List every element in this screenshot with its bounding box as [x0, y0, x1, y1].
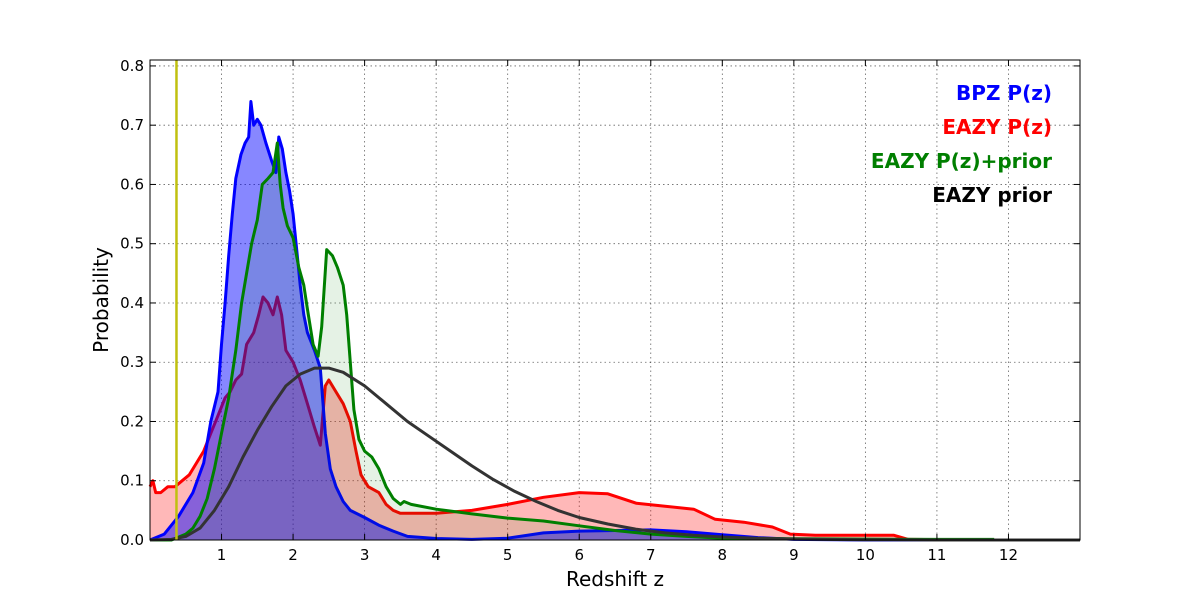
y-tick-label: 0.0 — [120, 531, 144, 549]
y-tick-label: 0.5 — [120, 235, 144, 253]
x-tick-label: 4 — [431, 546, 441, 564]
series-line-eazy-prior — [149, 366, 1080, 542]
y-tick-label: 0.8 — [120, 57, 144, 75]
x-tick-label: 10 — [856, 546, 875, 564]
legend-entry-bpz: BPZ P(z) — [956, 81, 1052, 105]
x-tick-label: 1 — [217, 546, 227, 564]
series-area-eazy-p-z-prior — [150, 143, 995, 540]
series-layer — [148, 100, 1080, 542]
y-tick-label: 0.4 — [120, 294, 144, 312]
y-tick-label: 0.7 — [120, 116, 144, 134]
x-axis-title: Redshift z — [566, 567, 664, 591]
series-area-eazy-p-z — [150, 297, 995, 540]
x-tick-label: 6 — [574, 546, 584, 564]
legend-entry-eazy: EAZY P(z) — [942, 115, 1052, 139]
series-area-bpz-p-z — [150, 101, 1080, 540]
ticks: 1 2 3 4 5 6 7 8 9 10 11 120.00.10.20.30.40.50.60.70… — [120, 57, 1080, 564]
x-tick-label: 7 — [646, 546, 656, 564]
x-tick-label: 5 — [503, 546, 513, 564]
x-tick-label: 2 — [288, 546, 298, 564]
x-tick-label: 8 — [718, 546, 728, 564]
x-tick-label: 9 — [789, 546, 799, 564]
y-tick-label: 0.1 — [120, 472, 144, 490]
grid — [150, 60, 1080, 540]
x-tick-label: 3 — [360, 546, 370, 564]
series-line-eazy-p-z-prior — [150, 141, 995, 542]
plot-frame — [149, 59, 1081, 541]
legend: BPZ P(z) EAZY P(z) EAZY P(z)+prior EAZY … — [871, 81, 1052, 207]
legend-entry-eazy-prior-combined: EAZY P(z)+prior — [871, 149, 1052, 173]
y-tick-label: 0.3 — [120, 353, 144, 371]
y-tick-label: 0.6 — [120, 175, 144, 193]
x-tick-label: 12 — [999, 546, 1018, 564]
legend-entry-eazy-prior: EAZY prior — [932, 183, 1052, 207]
y-tick-label: 0.2 — [120, 412, 144, 430]
y-axis-title: Probability — [89, 247, 113, 353]
x-tick-label: 11 — [927, 546, 946, 564]
